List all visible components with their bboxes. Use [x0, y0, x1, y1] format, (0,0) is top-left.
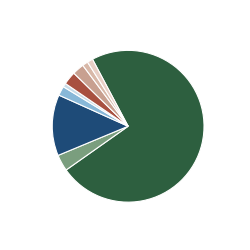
Wedge shape: [58, 126, 128, 170]
Wedge shape: [83, 62, 128, 126]
Wedge shape: [59, 87, 128, 126]
Wedge shape: [63, 84, 128, 126]
Wedge shape: [88, 59, 128, 126]
Wedge shape: [66, 73, 128, 126]
Wedge shape: [52, 95, 128, 156]
Wedge shape: [74, 65, 128, 126]
Wedge shape: [66, 50, 204, 202]
